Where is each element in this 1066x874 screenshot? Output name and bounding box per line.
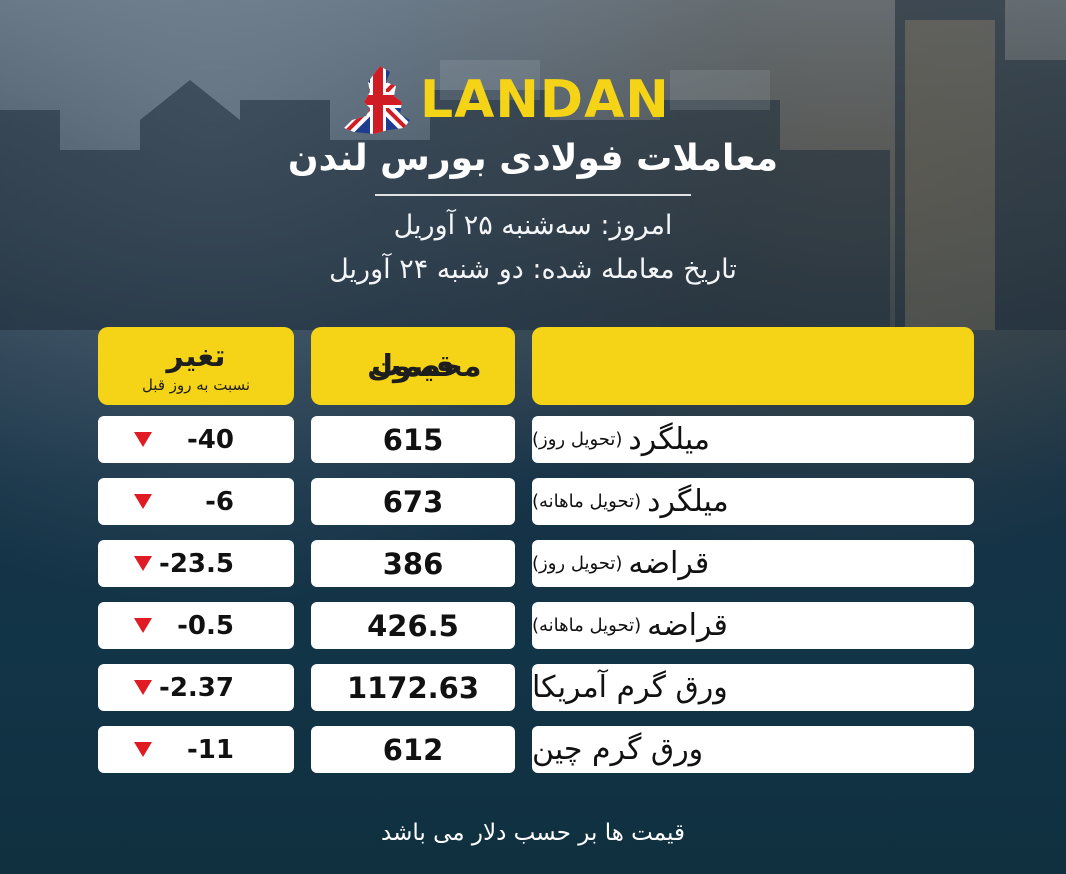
- down-triangle-icon: [134, 680, 152, 695]
- change-value: -6: [205, 486, 234, 517]
- uk-flag-map-icon: [344, 65, 410, 134]
- table-row-4-change: -2.37: [98, 664, 294, 711]
- change-value: -23.5: [159, 548, 234, 579]
- currency-note: قیمت ها بر حسب دلار می باشد: [381, 820, 685, 846]
- price-value: 673: [382, 484, 444, 519]
- column-header-product: محصول: [367, 327, 974, 405]
- change-value: -40: [187, 424, 234, 455]
- price-value: 1172.63: [346, 670, 480, 705]
- product-name: میلگرد: [628, 422, 710, 457]
- product-delivery: (تحویل روز): [532, 553, 623, 574]
- table-row-0-price: 615: [311, 416, 515, 463]
- title-divider: [375, 194, 691, 196]
- table-row-5-change: -11: [98, 726, 294, 773]
- product-name: قراضه: [647, 608, 728, 643]
- price-value: 615: [382, 422, 444, 457]
- down-triangle-icon: [134, 742, 152, 757]
- brand-name: LANDAN: [420, 69, 670, 130]
- product-name: ورق گرم آمریکا: [532, 670, 728, 705]
- price-value: 386: [382, 546, 444, 581]
- table-row-4-product: ورق گرم آمریکا: [532, 664, 974, 711]
- table-row-2-price: 386: [311, 540, 515, 587]
- page-title: معاملات فولادی بورس لندن: [287, 138, 779, 179]
- down-triangle-icon: [134, 494, 152, 509]
- product-delivery: (تحویل ماهانه): [532, 615, 642, 636]
- column-header-price: قیمت: [311, 327, 515, 405]
- down-triangle-icon: [134, 618, 152, 633]
- column-header-change: تغیر نسبت به روز قبل: [98, 327, 294, 405]
- down-triangle-icon: [134, 556, 152, 571]
- table-row-2-change: -23.5: [98, 540, 294, 587]
- table-row-1-product: میلگرد (تحویل ماهانه): [532, 478, 974, 525]
- product-delivery: (تحویل روز): [532, 429, 623, 450]
- price-value: 426.5: [367, 608, 459, 643]
- table-row-0-product: میلگرد (تحویل روز): [532, 416, 974, 463]
- date-traded: تاریخ معامله شده: دو شنبه ۲۴ آوریل: [329, 254, 737, 285]
- brand-logo: LANDAN: [340, 62, 680, 137]
- column-header-price-label: قیمت: [371, 348, 455, 384]
- date-today: امروز: سه‌شنبه ۲۵ آوریل: [393, 210, 673, 241]
- column-header-change-sub: نسبت به روز قبل: [141, 375, 251, 394]
- change-value: -2.37: [159, 672, 234, 703]
- column-header-product-label: محصول: [367, 348, 482, 384]
- table-row-5-price: 612: [311, 726, 515, 773]
- table-row-4-price: 1172.63: [311, 664, 515, 711]
- table-row-3-price: 426.5: [311, 602, 515, 649]
- table-row-0-change: -40: [98, 416, 294, 463]
- column-header-change-label: تغیر: [166, 338, 226, 374]
- price-value: 612: [382, 732, 444, 767]
- down-triangle-icon: [134, 432, 152, 447]
- table-row-1-change: -6: [98, 478, 294, 525]
- table-row-3-change: -0.5: [98, 602, 294, 649]
- product-name: میلگرد: [647, 484, 729, 519]
- change-value: -11: [187, 734, 234, 765]
- product-delivery: (تحویل ماهانه): [532, 491, 642, 512]
- table-row-1-price: 673: [311, 478, 515, 525]
- table-row-3-product: قراضه (تحویل ماهانه): [532, 602, 974, 649]
- table-row-5-product: ورق گرم چین: [532, 726, 974, 773]
- product-name: ورق گرم چین: [532, 732, 704, 767]
- change-value: -0.5: [177, 610, 234, 641]
- table-row-2-product: قراضه (تحویل روز): [532, 540, 974, 587]
- london-skyline-illustration: [0, 0, 1066, 330]
- product-name: قراضه: [628, 546, 710, 581]
